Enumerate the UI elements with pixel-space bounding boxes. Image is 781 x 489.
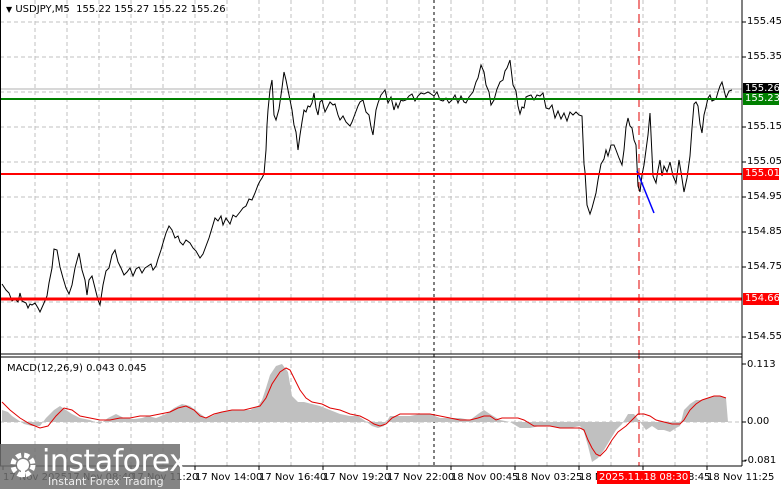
time-label: 18 Nov 00:45 [451,472,519,483]
support-upper-price-tag: 155.01 [743,168,780,180]
instaforex-watermark: instaforex Instant Forex Trading [0,444,187,489]
brand-tagline: Instant Forex Trading [48,475,164,488]
gear-icon [10,452,36,478]
brand-name: instaforex [42,444,187,479]
trend-line[interactable] [636,170,655,214]
price-scale-ticks [742,21,746,338]
chart-header: ▼ USDJPY,M5 155.22 155.27 155.22 155.26 [6,4,226,16]
price-label: 154.95 [747,191,781,202]
price-label: 155.35 [747,51,781,62]
time-label: 18 Nov 11:25 [707,472,775,483]
time-label: 18 Nov 03:25 [515,472,583,483]
price-label: 155.15 [747,121,781,132]
time-label: 17 Nov 19:20 [323,472,391,483]
macd-scale-ticks [742,363,746,462]
price-line [1,59,733,314]
price-label: 154.55 [747,331,781,342]
price-label: 154.85 [747,226,781,237]
symbol-label: USDJPY,M5 [15,4,70,15]
crosshair-date-tag: 2025.11.18 08:30 [597,471,691,484]
macd-scale-bottom: -0.081 [744,455,777,466]
macd-signal-line [1,367,727,457]
price-label: 154.75 [747,261,781,272]
ohlc-values: 155.22 155.27 155.22 155.26 [76,4,226,15]
current-price-tag: 155.26 [743,83,780,95]
macd-scale-top: 0.113 [747,359,776,370]
macd-scale-zero: 0.00 [747,416,770,427]
time-label: 17 Nov 22:00 [387,472,455,483]
time-label: 17 Nov 14:00 [195,472,263,483]
price-grid [0,21,742,338]
macd-title: MACD(12,26,9) 0.043 0.045 [7,363,147,374]
price-label: 155.45 [747,16,781,27]
triangle-down-icon[interactable]: ▼ [6,5,13,14]
vertical-grid [34,0,708,466]
price-label: 155.05 [747,156,781,167]
support-lower-price-tag: 154.66 [743,293,780,305]
time-label: 17 Nov 16:40 [259,472,327,483]
resistance-price-tag: 155.23 [743,93,780,105]
